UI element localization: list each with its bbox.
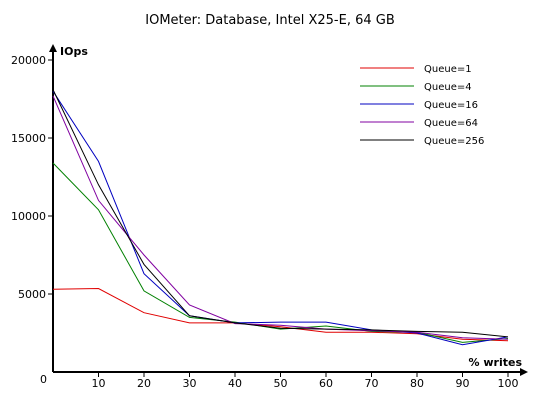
legend-label: Queue=1 — [424, 64, 472, 75]
y-tick-label: 5000 — [18, 288, 46, 301]
x-tick-label: 80 — [410, 377, 424, 390]
y-tick-label: 0 — [40, 373, 47, 386]
y-axis-arrow — [49, 44, 57, 52]
legend: Queue=1 Queue=4 Queue=16 Queue=64 Queue=256 — [360, 64, 484, 147]
series-line — [52, 287, 509, 342]
y-axis-label: IOps — [60, 45, 88, 58]
x-tick-label: 70 — [365, 377, 379, 390]
x-axis-arrow — [520, 368, 528, 376]
y-tick-label: 15000 — [11, 132, 46, 145]
x-tick-label: 40 — [228, 377, 242, 390]
x-axis-label: % writes — [469, 356, 523, 369]
y-tick-label: 20000 — [11, 54, 46, 67]
series-line — [52, 89, 509, 338]
x-tick-label: 60 — [319, 377, 333, 390]
series-line — [52, 162, 509, 343]
axes: 0 5000 10000 15000 20000 10 20 30 40 50 60 70 80 90 10… — [11, 44, 528, 390]
legend-label: Queue=256 — [424, 136, 484, 147]
x-tick-label: 50 — [274, 377, 288, 390]
legend-label: Queue=64 — [424, 118, 478, 129]
x-tick-label: 10 — [92, 377, 106, 390]
y-tick-label: 10000 — [11, 210, 46, 223]
legend-label: Queue=4 — [424, 82, 472, 93]
chart-title: IOMeter: Database, Intel X25-E, 64 GB — [145, 13, 395, 28]
x-tick-label: 100 — [498, 377, 519, 390]
x-tick-label: 30 — [183, 377, 197, 390]
x-tick-label: 20 — [137, 377, 151, 390]
legend-label: Queue=16 — [424, 100, 478, 111]
x-tick-label: 90 — [456, 377, 470, 390]
series-line — [52, 90, 509, 346]
series-group — [52, 89, 509, 346]
series-line — [52, 95, 509, 340]
